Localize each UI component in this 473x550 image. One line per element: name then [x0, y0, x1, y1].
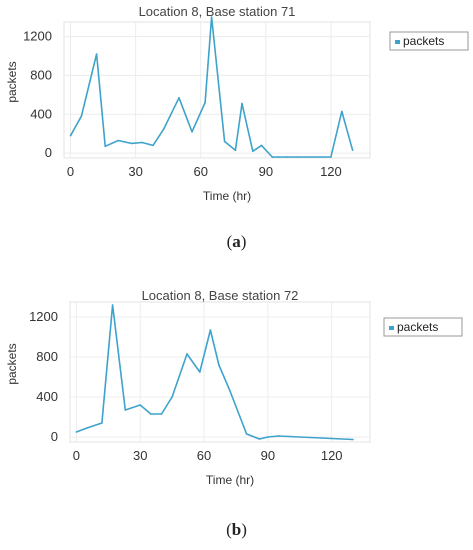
data-point — [278, 156, 280, 158]
data-point — [69, 134, 72, 137]
data-point — [86, 427, 88, 429]
data-point — [245, 433, 248, 435]
line-chart-b: Location 8, Base station 72 0 400 800 1200 0 3… — [5, 288, 463, 487]
data-point — [111, 304, 114, 306]
data-point — [210, 16, 213, 18]
plot-area — [63, 21, 371, 159]
data-point — [241, 102, 243, 105]
data-point — [309, 436, 312, 439]
data-point — [288, 435, 290, 438]
y-tick-label: 1200 — [29, 309, 58, 324]
data-point — [160, 413, 163, 415]
data-point — [234, 149, 237, 152]
data-point — [204, 101, 206, 104]
x-tick-label: 0 — [67, 164, 74, 179]
data-point — [141, 141, 143, 144]
data-point — [340, 110, 343, 113]
data-point — [209, 329, 212, 331]
chart-title: Location 8, Base station 71 — [139, 4, 296, 19]
data-point — [178, 96, 180, 99]
caption-label-a: a — [232, 232, 241, 251]
data-point — [104, 145, 107, 148]
figure-caption-b: (b) — [226, 520, 247, 539]
data-point — [267, 436, 269, 438]
data-point — [130, 142, 133, 145]
legend: packets — [389, 31, 469, 51]
legend-label: packets — [397, 320, 438, 334]
data-point — [124, 409, 127, 411]
x-tick-label: 60 — [193, 164, 207, 179]
x-tick-label: 30 — [133, 448, 147, 463]
data-point — [286, 156, 289, 158]
data-point — [150, 413, 152, 415]
y-tick-label: 800 — [30, 67, 52, 82]
data-point — [80, 115, 83, 118]
y-axis-label: packets — [5, 343, 19, 384]
chart-title: Location 8, Base station 72 — [142, 288, 299, 303]
data-point — [101, 422, 103, 424]
legend-box — [383, 317, 463, 337]
legend-swatch — [395, 40, 400, 44]
x-tick-label: 90 — [261, 448, 275, 463]
data-point — [308, 156, 311, 158]
y-tick-label: 1200 — [23, 29, 52, 44]
data-point — [260, 144, 263, 147]
y-tick-label: 0 — [51, 429, 58, 444]
data-point — [163, 128, 165, 130]
data-point — [75, 431, 78, 433]
figure-caption-a: (a) — [226, 232, 247, 251]
data-point — [152, 144, 154, 147]
data-point — [351, 149, 354, 152]
data-point — [117, 139, 120, 142]
grid — [70, 302, 370, 442]
data-point — [228, 389, 231, 391]
legend: packets — [383, 317, 463, 337]
line-chart-a: Location 8, Base station 71 0 400 800 1200 0 3… — [5, 4, 469, 203]
x-tick-label: 90 — [259, 164, 273, 179]
x-tick-label: 120 — [320, 164, 342, 179]
data-point — [171, 396, 173, 398]
chart-panel-a: Location 8, Base station 71 0 400 800 1200 0 3… — [0, 0, 473, 270]
data-point — [258, 438, 261, 440]
data-point — [297, 156, 300, 158]
series-line-packets — [76, 304, 354, 441]
x-axis-label: Time (hr) — [203, 189, 251, 203]
x-tick-label: 60 — [197, 448, 211, 463]
data-point — [186, 353, 188, 355]
y-tick-label: 0 — [45, 145, 52, 160]
legend-box — [389, 31, 469, 51]
data-point — [330, 437, 333, 440]
data-point — [330, 156, 332, 158]
data-point — [198, 371, 201, 373]
y-tick-label: 400 — [36, 389, 58, 404]
data-point — [271, 156, 274, 158]
x-axis-label: Time (hr) — [206, 473, 254, 487]
x-tick-label: 120 — [321, 448, 343, 463]
data-point — [223, 140, 226, 143]
caption-label-b: b — [231, 520, 242, 539]
data-point — [191, 130, 193, 133]
y-tick-label: 800 — [36, 349, 58, 364]
data-point — [352, 438, 354, 441]
data-point — [139, 404, 142, 406]
data-point — [277, 435, 280, 437]
legend-label: packets — [403, 34, 444, 48]
x-tick-label: 30 — [128, 164, 142, 179]
data-point — [95, 53, 98, 55]
data-point — [252, 150, 254, 152]
data-point — [319, 156, 321, 158]
y-axis-label: packets — [5, 61, 19, 102]
legend-swatch — [389, 326, 394, 330]
chart-panel-b: Location 8, Base station 72 0 400 800 1200 0 3… — [0, 278, 473, 550]
data-point — [218, 364, 220, 366]
x-tick-label: 0 — [73, 448, 80, 463]
y-tick-label: 400 — [30, 106, 52, 121]
